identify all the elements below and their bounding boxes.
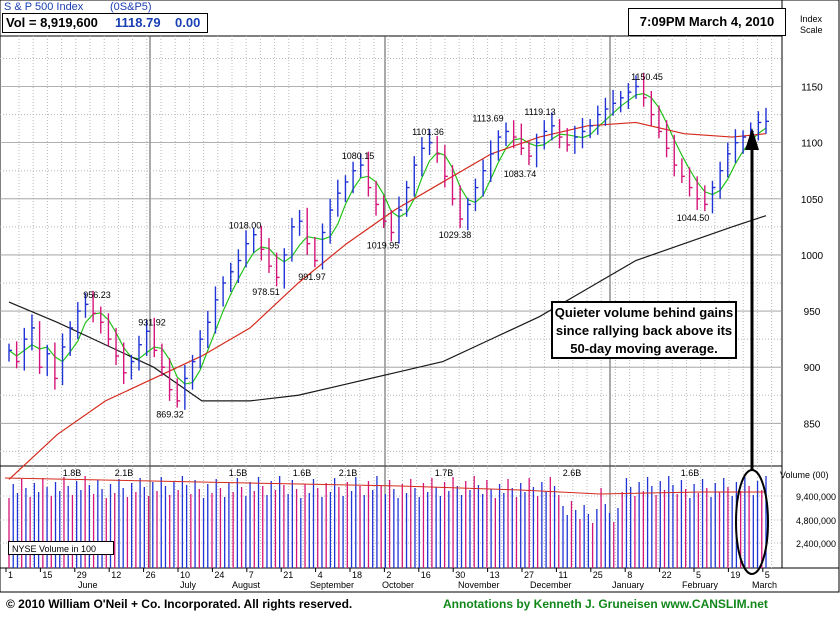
price-tick-label: 850 xyxy=(804,419,821,430)
ma-200-line xyxy=(8,215,767,402)
x-month-label: July xyxy=(180,580,197,590)
x-day-label: 27 xyxy=(524,570,534,580)
x-day-label: 21 xyxy=(283,570,293,580)
price-annotation-label: 1029.38 xyxy=(439,230,472,240)
volume-annotation: 1.6B xyxy=(293,468,312,478)
volume-annotation: 1.5B xyxy=(229,468,248,478)
volume-annotation: 2.6B xyxy=(563,468,582,478)
price-annotation-label: 931.92 xyxy=(138,317,166,327)
volume-tick-label: 9,400,000 xyxy=(796,492,836,502)
x-day-label: 26 xyxy=(146,570,156,580)
x-day-label: 30 xyxy=(455,570,465,580)
price-bars xyxy=(8,73,769,410)
index-ticker: (0S&P5) xyxy=(110,1,152,13)
price-tick-label: 1150 xyxy=(801,83,823,94)
annotation-arrow-head xyxy=(745,128,759,150)
x-day-label: 4 xyxy=(318,570,323,580)
annotation-arrow xyxy=(735,128,769,575)
price-annotation-label: 1113.69 xyxy=(472,113,503,123)
x-month-label: January xyxy=(612,580,645,590)
last-price: 1118.79 xyxy=(115,15,161,30)
x-month-label: September xyxy=(310,580,354,590)
volume-tick-label: 4,800,000 xyxy=(796,516,836,526)
annotation-line-1: Quieter volume behind gains xyxy=(554,305,734,320)
x-month-label: March xyxy=(752,580,777,590)
price-annotation-label: 1018.00 xyxy=(229,221,262,231)
x-day-label: 13 xyxy=(490,570,500,580)
volume-annotation: 2.1B xyxy=(115,468,134,478)
x-month-label: February xyxy=(682,580,719,590)
x-month-label: November xyxy=(458,580,500,590)
x-month-label: October xyxy=(382,580,414,590)
index-title: S & P 500 Index xyxy=(4,1,84,13)
x-day-label: 18 xyxy=(352,570,362,580)
scale-label-line-1: Index xyxy=(800,14,823,24)
x-day-label: 7 xyxy=(249,570,254,580)
volume-average-line xyxy=(4,477,765,495)
x-day-label: 12 xyxy=(111,570,121,580)
price-change: 0.00 xyxy=(175,15,201,30)
x-day-label: 8 xyxy=(627,570,632,580)
x-month-label: June xyxy=(78,580,98,590)
volume-readout: Vol = 8,919,600 xyxy=(6,15,98,30)
index-scale-label: Index Scale xyxy=(800,14,823,36)
price-annotation-label: 1101.36 xyxy=(412,127,444,137)
x-month-label: December xyxy=(530,580,572,590)
x-day-label: 10 xyxy=(180,570,190,580)
timestamp-box: 7:09PM March 4, 2010 xyxy=(628,8,786,36)
chart-labels: 850 900 950 1000 1050 1100 1150 9,400,000 4,800,… xyxy=(8,72,836,590)
price-annotation-label: 1044.50 xyxy=(677,213,710,223)
price-annotation-label: 1080.15 xyxy=(342,151,375,161)
annotation-line-3: 50-day moving average. xyxy=(570,341,718,356)
copyright-text: © 2010 William O'Neil + Co. Incorporated… xyxy=(6,597,353,611)
price-annotation-label: 978.51 xyxy=(252,287,280,297)
volume-annotation: 2.1B xyxy=(339,468,358,478)
x-day-label: 5 xyxy=(765,570,770,580)
moving-averages xyxy=(8,92,767,480)
price-annotation-label: 1083.74 xyxy=(504,169,537,179)
price-tick-label: 1100 xyxy=(801,139,823,150)
volume-axis-title: Volume (00) xyxy=(780,470,829,480)
ma-50-line xyxy=(8,121,767,480)
x-day-label: 11 xyxy=(558,570,567,580)
x-day-label: 25 xyxy=(593,570,603,580)
price-annotation-label: 1119.13 xyxy=(524,107,555,117)
price-tick-label: 950 xyxy=(804,307,821,318)
price-annotation-label: 1019.95 xyxy=(367,241,400,251)
x-day-label: 1 xyxy=(8,570,13,580)
x-day-label: 16 xyxy=(421,570,431,580)
x-day-label: 19 xyxy=(730,570,740,580)
x-day-label: 2 xyxy=(386,570,391,580)
scale-label-line-2: Scale xyxy=(800,25,823,35)
volume-annotation: 1.6B xyxy=(681,468,700,478)
volume-legend-box: NYSE Volume in 100 xyxy=(8,541,114,555)
x-day-label: 29 xyxy=(77,570,87,580)
price-annotation-label: 1150.45 xyxy=(631,72,663,82)
x-day-label: 15 xyxy=(42,570,52,580)
volume-highlight-ellipse xyxy=(735,469,769,575)
annotation-credit: Annotations by Kenneth J. Gruneisen www.… xyxy=(443,597,768,611)
x-day-label: 5 xyxy=(696,570,701,580)
volume-annotation: 1.7B xyxy=(435,468,454,478)
price-annotation-label: 991.97 xyxy=(298,272,326,282)
price-annotation-label: 869.32 xyxy=(156,410,184,420)
x-day-label: 22 xyxy=(662,570,672,580)
volume-tick-label: 2,400,000 xyxy=(796,539,836,549)
quote-box: Vol = 8,919,600 1118.79 0.00 xyxy=(2,13,208,33)
volume-annotation: 1.8B xyxy=(63,468,82,478)
price-annotation-label: 956.23 xyxy=(83,290,111,300)
annotation-box: Quieter volume behind gains since rallyi… xyxy=(551,301,737,359)
x-day-label: 24 xyxy=(214,570,224,580)
x-month-label: August xyxy=(232,580,261,590)
price-tick-label: 1000 xyxy=(801,251,824,262)
price-tick-label: 900 xyxy=(804,363,821,374)
price-tick-label: 1050 xyxy=(801,195,824,206)
volume-bars xyxy=(4,476,767,568)
annotation-line-2: since rallying back above its xyxy=(555,323,733,338)
